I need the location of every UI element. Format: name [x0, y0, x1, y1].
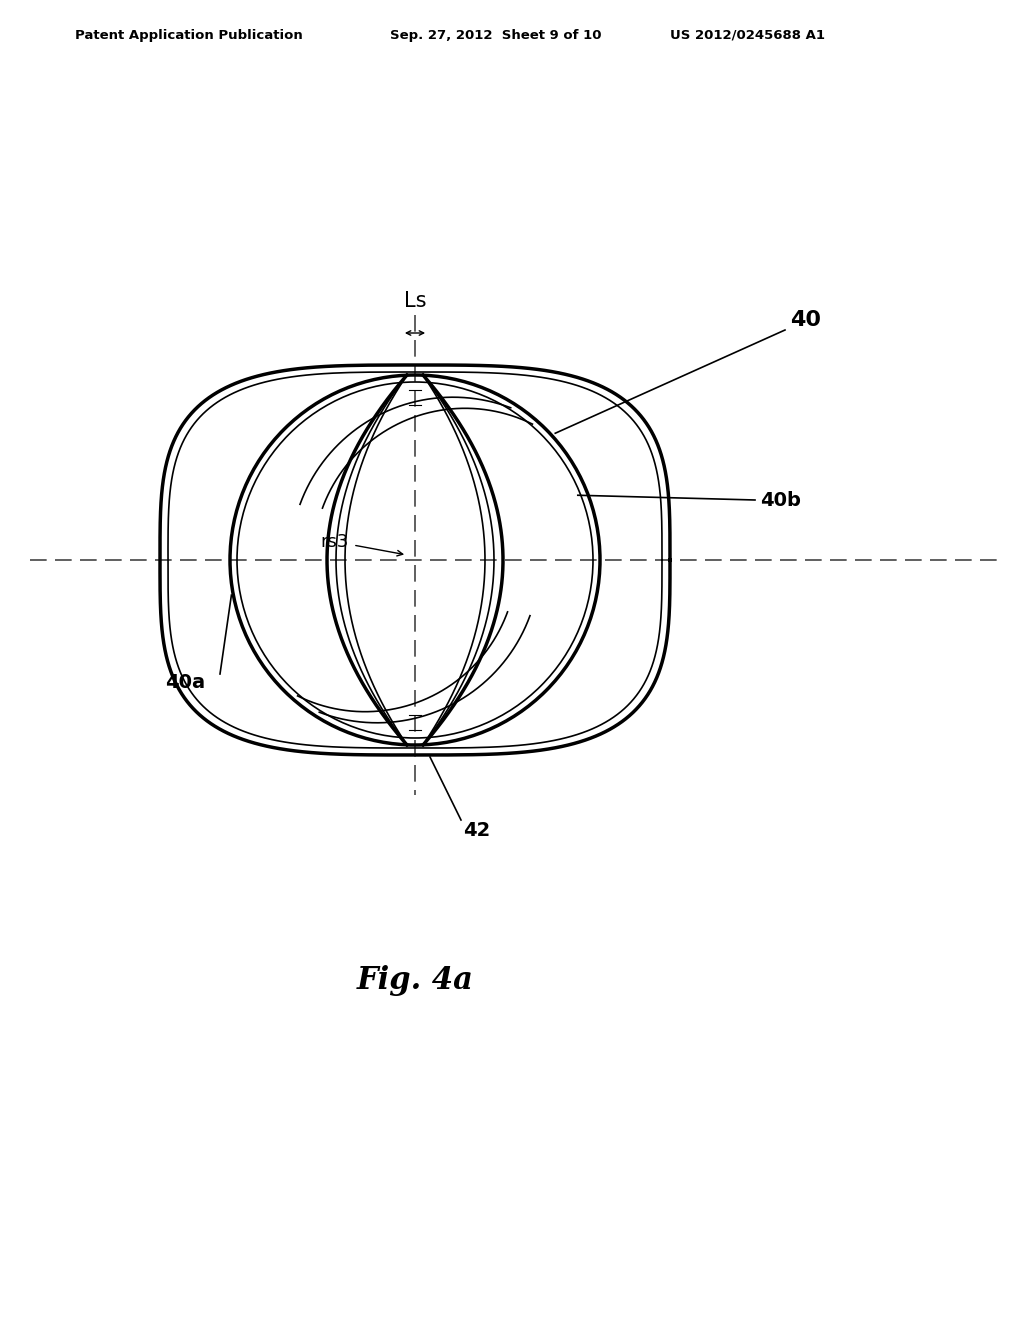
Text: 40b: 40b — [760, 491, 801, 510]
Text: Ls: Ls — [403, 290, 426, 312]
Text: Patent Application Publication: Patent Application Publication — [75, 29, 303, 41]
Text: 42: 42 — [463, 821, 490, 840]
Text: 40a: 40a — [165, 672, 205, 692]
Text: Sep. 27, 2012  Sheet 9 of 10: Sep. 27, 2012 Sheet 9 of 10 — [390, 29, 601, 41]
Text: rs3: rs3 — [319, 533, 348, 550]
Text: 40: 40 — [790, 310, 821, 330]
Text: Fig. 4a: Fig. 4a — [356, 965, 473, 995]
Text: US 2012/0245688 A1: US 2012/0245688 A1 — [670, 29, 825, 41]
